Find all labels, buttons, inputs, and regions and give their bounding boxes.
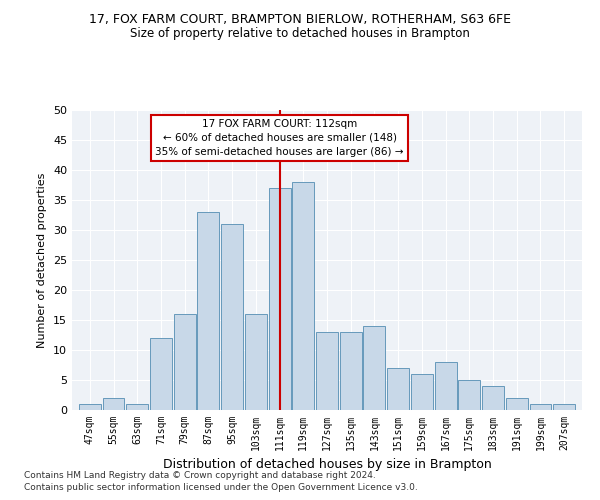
Bar — [150, 338, 172, 410]
Bar — [316, 332, 338, 410]
Bar — [221, 224, 243, 410]
X-axis label: Distribution of detached houses by size in Brampton: Distribution of detached houses by size … — [163, 458, 491, 471]
Bar — [434, 362, 457, 410]
Bar — [269, 188, 290, 410]
Bar — [126, 404, 148, 410]
Bar — [530, 404, 551, 410]
Bar — [458, 380, 480, 410]
Bar — [197, 212, 220, 410]
Text: 17 FOX FARM COURT: 112sqm
← 60% of detached houses are smaller (148)
35% of semi: 17 FOX FARM COURT: 112sqm ← 60% of detac… — [155, 119, 404, 157]
Text: Contains HM Land Registry data © Crown copyright and database right 2024.: Contains HM Land Registry data © Crown c… — [24, 471, 376, 480]
Text: Contains public sector information licensed under the Open Government Licence v3: Contains public sector information licen… — [24, 484, 418, 492]
Text: 17, FOX FARM COURT, BRAMPTON BIERLOW, ROTHERHAM, S63 6FE: 17, FOX FARM COURT, BRAMPTON BIERLOW, RO… — [89, 12, 511, 26]
Bar — [364, 326, 385, 410]
Bar — [387, 368, 409, 410]
Bar — [482, 386, 504, 410]
Bar — [506, 398, 528, 410]
Bar — [292, 182, 314, 410]
Bar — [411, 374, 433, 410]
Text: Size of property relative to detached houses in Brampton: Size of property relative to detached ho… — [130, 28, 470, 40]
Bar — [79, 404, 101, 410]
Bar — [245, 314, 267, 410]
Bar — [340, 332, 362, 410]
Bar — [103, 398, 124, 410]
Bar — [174, 314, 196, 410]
Bar — [553, 404, 575, 410]
Y-axis label: Number of detached properties: Number of detached properties — [37, 172, 47, 348]
